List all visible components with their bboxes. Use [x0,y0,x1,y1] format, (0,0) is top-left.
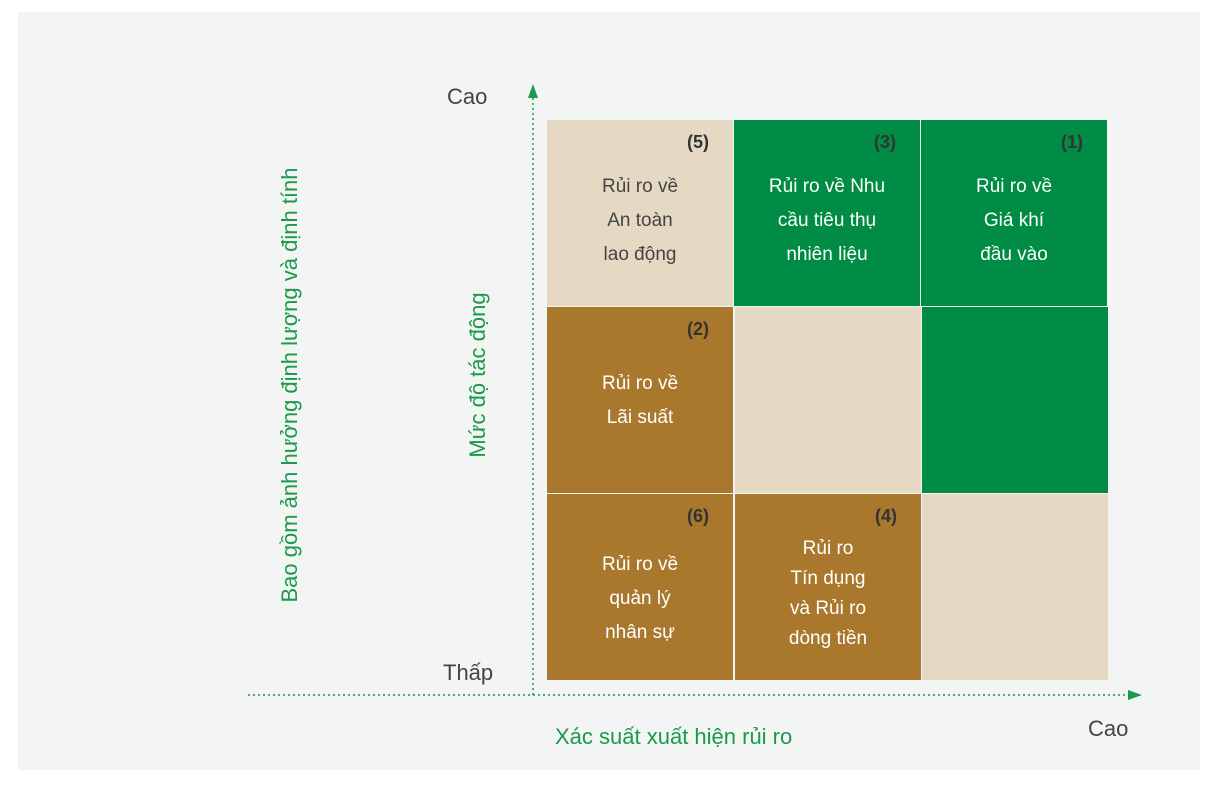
cell-text: và Rủi ro [789,598,867,619]
cell: (6) Rủi ro về quản lý nhân sự [547,494,733,680]
cell-text: nhiên liệu [786,244,868,265]
cell-text: Lãi suất [606,407,674,428]
cell: (4) Rủi ro Tín dụng và Rủi ro dòng tiền [735,494,921,680]
cell: (2) Rủi ro về Lãi suất [547,307,733,493]
cell-text: Rủi ro về [601,373,679,394]
cell-text: Giá khí [983,210,1045,231]
y-title: Mức độ tác động [465,292,490,458]
cell-text: lao động [603,244,677,265]
y-note: Bao gồm ảnh hưởng định lượng và định tín… [277,167,302,603]
cell-text: nhân sự [605,622,675,643]
cell-text: Rủi ro về [601,176,679,197]
cell-text: quản lý [609,588,671,609]
cell-text: Rủi ro [802,538,854,559]
cell [735,307,921,493]
cell: (5) Rủi ro về An toàn lao động [547,120,733,306]
cell: (3) Rủi ro về Nhu cầu tiêu thụ nhiên liệ… [734,120,920,306]
cell-text: Rủi ro về Nhu [768,176,886,197]
x-high-label: Cao [1088,716,1129,741]
y-high-label: Cao [447,84,488,109]
cell-number: (1) [1061,132,1083,152]
cell-number: (2) [687,319,709,339]
cell [922,494,1108,680]
cell-text: Rủi ro về [601,554,679,575]
y-low-label: Thấp [443,660,494,685]
y-arrow [528,84,538,98]
cell-text: An toàn [607,210,673,231]
cell-text: Tín dụng [790,568,866,589]
cell-number: (5) [687,132,709,152]
x-arrow [1128,690,1142,700]
cell-text: Rủi ro về [975,176,1053,197]
cell-text: dòng tiền [788,628,868,649]
cell: (1) Rủi ro về Giá khí đầu vào [921,120,1107,306]
cell [922,307,1108,493]
cell-text: đầu vào [980,244,1048,265]
cell-number: (3) [874,132,896,152]
x-title: Xác suất xuất hiện rủi ro [555,724,793,749]
cell-number: (4) [875,506,897,526]
cell-text: cầu tiêu thụ [777,210,877,231]
cell-number: (6) [687,506,709,526]
